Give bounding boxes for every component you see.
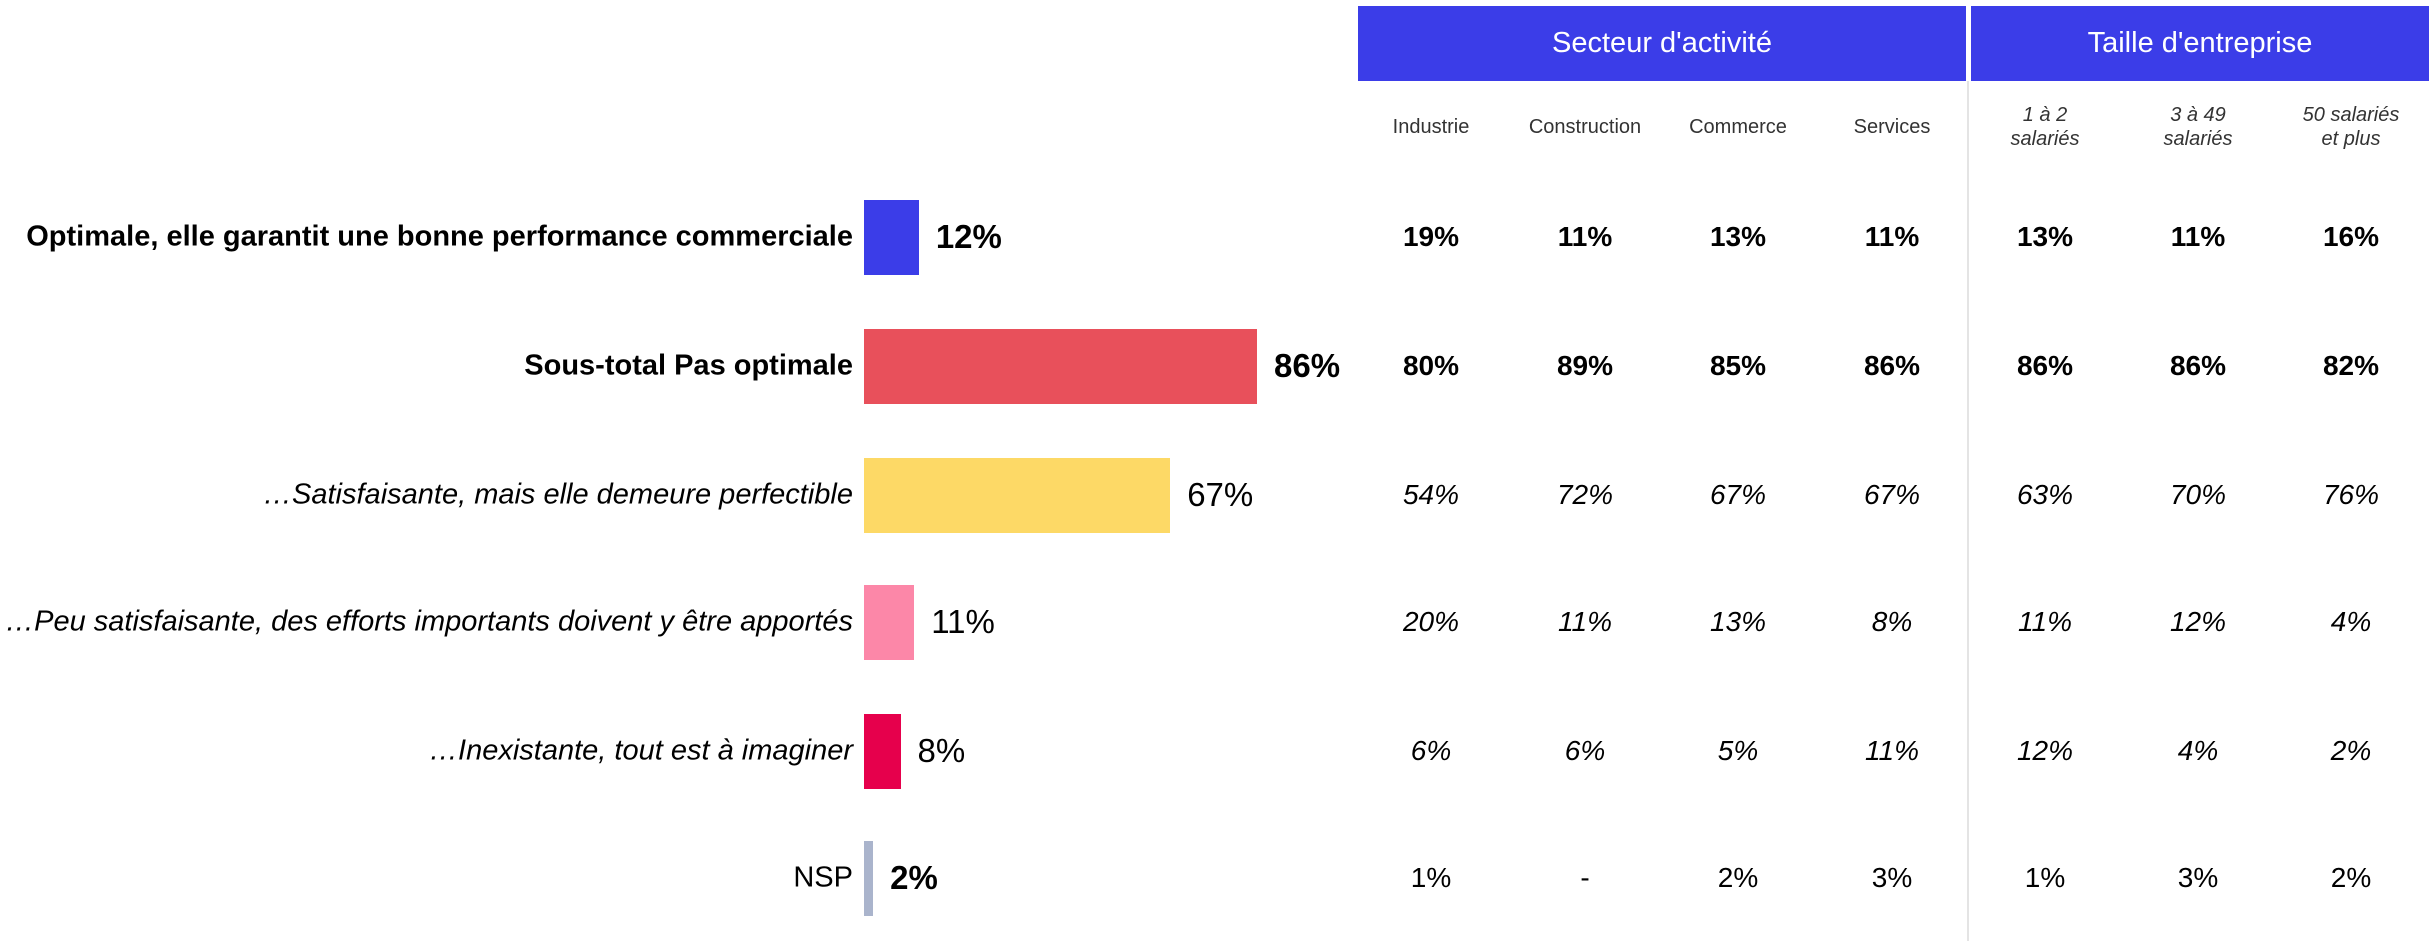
table-cell: 80%	[1402, 350, 1460, 381]
table-cell: 72%	[1556, 479, 1614, 510]
column-header: Services	[1853, 116, 1931, 138]
category-label: Sous-total Pas optimale	[524, 349, 853, 382]
table-cell: 67%	[1863, 479, 1921, 510]
column-header: Commerce	[1689, 116, 1787, 138]
table-cell: 2%	[1717, 862, 1759, 893]
table-cell: 11%	[1864, 221, 1920, 252]
column-header: 50 salariés et plus	[2302, 104, 2400, 150]
table-cell: 1%	[1410, 862, 1452, 893]
table-cell: 20%	[1402, 606, 1460, 637]
table-cell: 76%	[2322, 479, 2380, 510]
table-cell: 11%	[1558, 606, 1612, 637]
table-cell: 13%	[1709, 606, 1767, 637]
group-header: Taille d'entreprise	[1971, 6, 2429, 81]
column-header: 1 à 2 salariés	[2010, 104, 2080, 150]
table-cell: 16%	[2322, 221, 2380, 252]
table-cell: 6%	[1410, 735, 1452, 766]
table-cell: 2%	[2330, 735, 2372, 766]
value-label: 8%	[917, 732, 966, 769]
category-label: …Inexistante, tout est à imaginer	[429, 734, 853, 767]
table-cell: 5%	[1717, 735, 1759, 766]
divider	[1967, 81, 1969, 941]
bar	[864, 457, 1171, 533]
table-cell: 63%	[2016, 479, 2074, 510]
table-cell: 11%	[2170, 221, 2226, 252]
bar	[864, 584, 915, 660]
table-cell: 2%	[2330, 862, 2372, 893]
table-cell: 54%	[1402, 479, 1460, 510]
table-cell: 3%	[1871, 862, 1913, 893]
table-cell: 11%	[2018, 606, 2072, 637]
table-cell: 13%	[2016, 221, 2074, 252]
bar	[864, 713, 901, 789]
category-label: …Satisfaisante, mais elle demeure perfec…	[263, 478, 853, 511]
column-header: 3 à 49 salariés	[2163, 104, 2233, 150]
bar	[864, 328, 1258, 404]
table-cell: 19%	[1402, 221, 1460, 252]
table-cell: 70%	[2169, 479, 2227, 510]
table-cell: 85%	[1709, 350, 1767, 381]
bar	[864, 840, 874, 916]
group-header: Secteur d'activité	[1358, 6, 1966, 81]
category-label: NSP	[793, 861, 853, 894]
table-cell: -	[1580, 862, 1590, 893]
table-cell: 6%	[1564, 735, 1606, 766]
table-cell: 3%	[2177, 862, 2219, 893]
bar	[864, 199, 919, 275]
table-cell: 11%	[1557, 221, 1613, 252]
table-cell: 89%	[1556, 350, 1614, 381]
table-cell: 13%	[1709, 221, 1767, 252]
value-label: 67%	[1187, 476, 1254, 513]
value-label: 11%	[931, 603, 995, 640]
column-header: Construction	[1528, 116, 1642, 138]
category-label: …Peu satisfaisante, des efforts importan…	[5, 605, 853, 638]
value-label: 86%	[1274, 347, 1341, 384]
column-header: Industrie	[1392, 116, 1470, 138]
table-cell: 4%	[2330, 606, 2372, 637]
table-cell: 12%	[2016, 735, 2074, 766]
table-cell: 12%	[2169, 606, 2227, 637]
table-cell: 82%	[2322, 350, 2380, 381]
table-cell: 86%	[1863, 350, 1921, 381]
value-label: 12%	[935, 218, 1002, 255]
category-label: Optimale, elle garantit une bonne perfor…	[26, 220, 853, 253]
table-cell: 8%	[1871, 606, 1913, 637]
table-cell: 67%	[1709, 479, 1767, 510]
table-cell: 1%	[2024, 862, 2066, 893]
table-cell: 86%	[2169, 350, 2227, 381]
table-cell: 4%	[2177, 735, 2219, 766]
value-label: 2%	[890, 859, 938, 896]
table-cell: 86%	[2016, 350, 2074, 381]
table-cell: 11%	[1865, 735, 1919, 766]
